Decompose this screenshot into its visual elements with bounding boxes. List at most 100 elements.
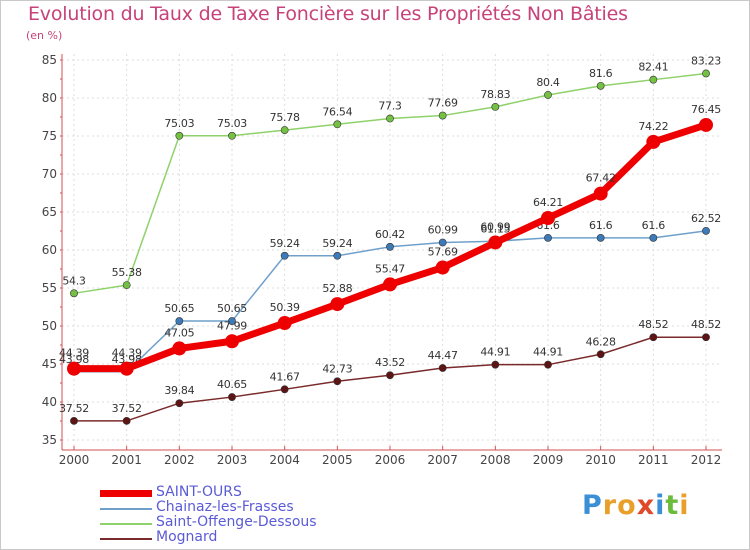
y-tick-label: 45 xyxy=(42,357,57,371)
data-point xyxy=(544,91,552,99)
data-point xyxy=(175,399,184,408)
data-label: 76.45 xyxy=(691,103,721,116)
y-tick-label: 35 xyxy=(42,433,57,447)
data-point xyxy=(438,364,447,372)
data-label: 59.24 xyxy=(270,237,300,250)
data-label: 67.42 xyxy=(586,172,616,185)
data-label: 50.65 xyxy=(217,302,247,315)
x-tick-label: 2009 xyxy=(533,453,564,467)
data-label: 48.52 xyxy=(691,318,721,331)
data-label: 50.39 xyxy=(270,301,300,314)
proxiti-logo: Proxiti xyxy=(582,490,690,521)
data-point xyxy=(649,233,658,242)
y-tick-label: 50 xyxy=(42,319,57,333)
data-point xyxy=(702,333,710,342)
data-label: 64.21 xyxy=(533,196,563,209)
data-label: 43.52 xyxy=(375,356,405,369)
data-label: 80.4 xyxy=(536,76,560,89)
data-label: 77.69 xyxy=(428,97,458,110)
data-label: 55.47 xyxy=(375,262,405,275)
data-label: 37.52 xyxy=(59,402,89,415)
data-label: 48.52 xyxy=(638,318,668,331)
data-label: 44.39 xyxy=(59,347,89,360)
data-point xyxy=(491,102,500,111)
data-point xyxy=(172,341,187,356)
data-label: 54.3 xyxy=(62,274,86,287)
data-point xyxy=(175,131,184,140)
data-point xyxy=(702,226,710,235)
data-point xyxy=(488,235,503,250)
data-point xyxy=(67,361,81,376)
logo-letter: i xyxy=(655,490,666,521)
data-point xyxy=(544,233,552,242)
x-tick-label: 2008 xyxy=(480,453,511,467)
data-label: 61.6 xyxy=(642,219,666,232)
data-point xyxy=(122,281,131,290)
legend-label: SAINT-OURS xyxy=(156,484,242,500)
data-point xyxy=(699,117,713,132)
data-point xyxy=(596,350,605,359)
data-point xyxy=(438,238,447,247)
x-tick-label: 2006 xyxy=(375,453,406,467)
data-label: 40.65 xyxy=(217,378,247,391)
x-tick-label: 2005 xyxy=(322,453,353,467)
data-point xyxy=(593,186,608,201)
data-point xyxy=(649,333,658,342)
logo-letter: o xyxy=(617,490,637,521)
x-tick-label: 2007 xyxy=(427,453,458,467)
data-point xyxy=(228,393,236,401)
data-point xyxy=(438,111,447,120)
logo-letter: i xyxy=(679,490,690,521)
data-label: 62.52 xyxy=(691,212,721,225)
y-tick-label: 80 xyxy=(42,91,57,105)
chart-subtitle: (en %) xyxy=(26,29,63,42)
y-tick-label: 40 xyxy=(42,395,57,409)
data-label: 55.38 xyxy=(112,266,142,279)
data-point xyxy=(544,360,552,369)
data-point xyxy=(175,317,184,325)
data-label: 44.91 xyxy=(533,346,563,359)
data-label: 82.41 xyxy=(638,61,668,74)
y-tick-label: 55 xyxy=(42,281,57,295)
legend-label: Chainaz-les-Frasses xyxy=(156,499,294,515)
y-tick-label: 75 xyxy=(42,129,57,143)
data-point xyxy=(330,297,345,312)
legend-swatch xyxy=(100,523,152,525)
data-point xyxy=(333,120,342,129)
y-tick-label: 65 xyxy=(42,205,57,219)
data-point xyxy=(491,360,500,369)
logo-letter: r xyxy=(602,490,618,521)
data-label: 39.84 xyxy=(164,384,194,397)
data-point xyxy=(386,114,394,123)
data-label: 44.91 xyxy=(480,346,510,359)
data-point xyxy=(277,316,292,331)
data-label: 44.47 xyxy=(428,349,458,362)
x-tick-label: 2001 xyxy=(111,453,142,467)
x-tick-label: 2000 xyxy=(59,453,90,467)
data-label: 43.98 xyxy=(59,353,89,366)
data-label: 60.42 xyxy=(375,228,405,241)
data-point xyxy=(70,416,78,425)
data-point xyxy=(280,126,289,134)
chart-title: Evolution du Taux de Taxe Foncière sur l… xyxy=(28,3,628,25)
data-point xyxy=(383,277,397,292)
data-label: 41.67 xyxy=(270,370,300,383)
data-label: 61.15 xyxy=(480,222,510,235)
x-tick-label: 2003 xyxy=(217,453,248,467)
data-point xyxy=(702,69,710,78)
data-point xyxy=(646,134,661,149)
data-label: 47.99 xyxy=(217,319,247,332)
x-tick-label: 2010 xyxy=(585,453,616,467)
data-label: 47.05 xyxy=(164,326,194,339)
data-point xyxy=(541,211,555,226)
data-label: 75.03 xyxy=(164,117,194,130)
legend-swatch xyxy=(100,508,152,510)
data-label: 37.52 xyxy=(112,402,142,415)
legend-swatch xyxy=(100,538,152,540)
data-point xyxy=(435,260,450,275)
data-label: 57.69 xyxy=(428,246,458,259)
data-point xyxy=(122,416,131,425)
logo-letter: t xyxy=(665,490,680,521)
data-point xyxy=(386,371,394,380)
legend-label: Saint-Offenge-Dessous xyxy=(156,514,317,530)
